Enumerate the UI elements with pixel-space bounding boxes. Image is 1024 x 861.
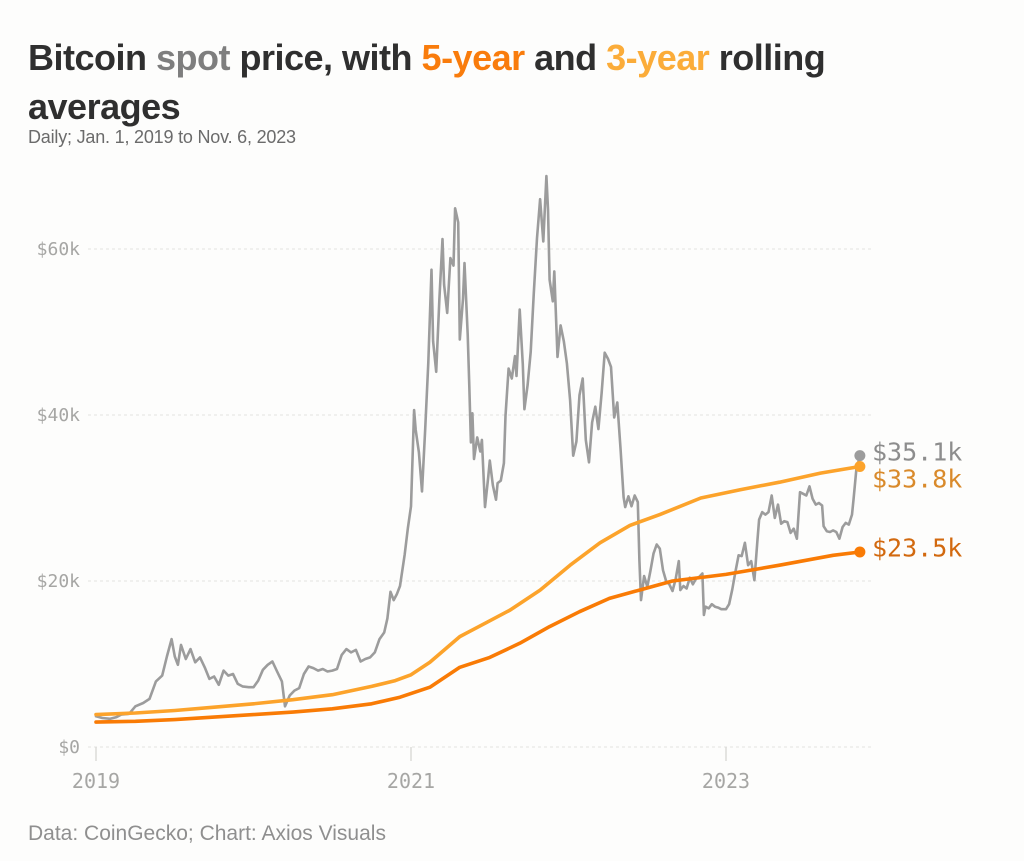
five-year-avg-line	[94, 550, 862, 724]
y-axis-label: $20k	[37, 571, 81, 592]
title-segment: spot	[156, 37, 231, 79]
page-title: Bitcoin spot price, with 5-year and 3-ye…	[28, 34, 996, 131]
title-segment: price, with	[230, 37, 422, 79]
title-segment: and	[524, 37, 607, 79]
title-segment: averages	[28, 85, 181, 127]
title-segment: Bitcoin	[28, 37, 156, 79]
title-segment: 3-year	[606, 37, 710, 79]
y-axis-label: $60k	[37, 239, 81, 260]
five-year-avg-end-dot	[854, 546, 866, 558]
x-axis-label: 2023	[702, 769, 750, 793]
y-axis-label: $0	[58, 737, 80, 758]
y-axis-label: $40k	[37, 405, 81, 426]
three-year-avg-end-dot	[854, 460, 866, 472]
x-axis-label: 2021	[387, 769, 435, 793]
spot-end-dot	[854, 450, 866, 462]
chart-subtitle: Daily; Jan. 1, 2019 to Nov. 6, 2023	[28, 127, 296, 147]
title-segment: 5-year	[421, 37, 526, 79]
three-year-avg-line	[94, 464, 862, 717]
title-segment: rolling	[709, 37, 826, 79]
x-axis-label: 2019	[72, 769, 120, 793]
spot-line	[94, 174, 862, 721]
source-credit: Data: CoinGecko; Chart: Axios Visuals	[28, 822, 386, 845]
